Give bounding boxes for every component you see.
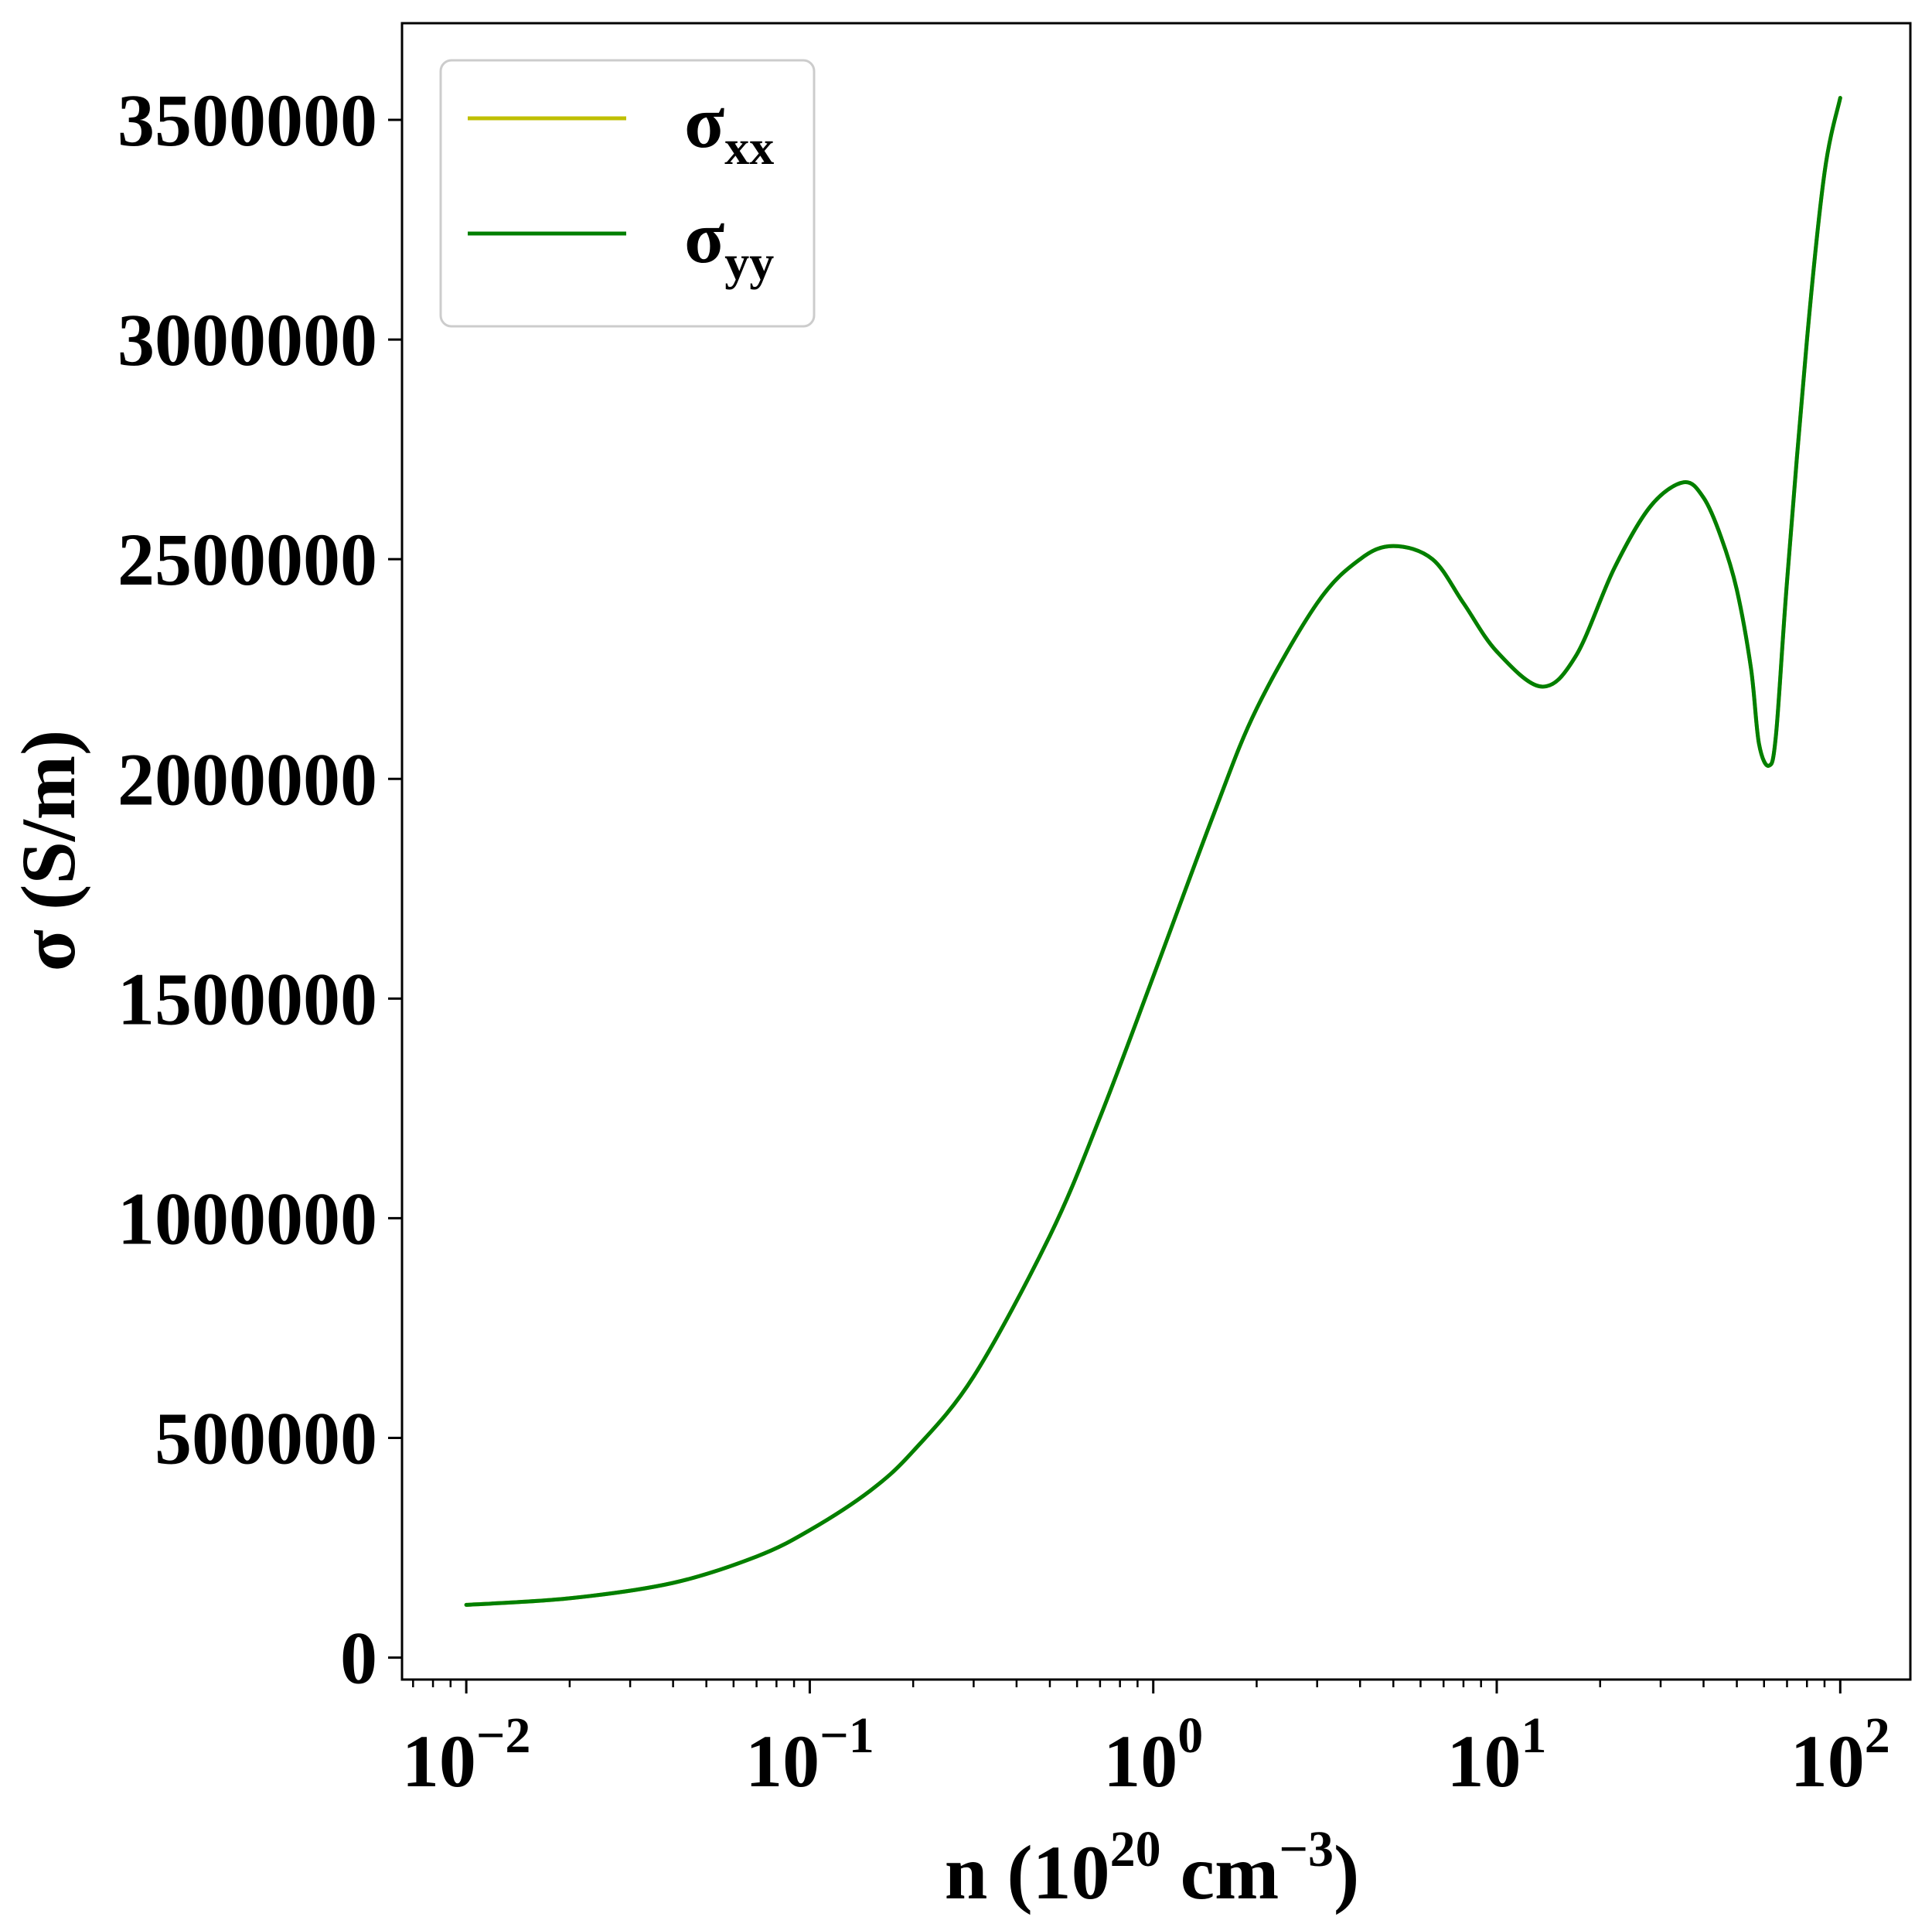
y-tick-label: 3000000 <box>118 298 377 381</box>
y-tick-label: 2000000 <box>118 738 377 820</box>
legend-frame <box>439 59 816 328</box>
x-tick-label: 10−2 <box>402 1707 531 1803</box>
x-axis-ticks: 10−2 10−1 100 101 102 <box>402 1680 1890 1803</box>
y-tick-label: 1000000 <box>118 1177 377 1260</box>
y-tick-label: 0 <box>340 1617 377 1700</box>
x-tick-label: 102 <box>1791 1707 1890 1803</box>
y-tick-label: 1500000 <box>118 957 377 1040</box>
x-tick-label: 100 <box>1103 1707 1203 1803</box>
series-layer <box>464 96 1842 1607</box>
y-tick-label: 3500000 <box>118 79 377 162</box>
y-tick-label: 2500000 <box>118 518 377 601</box>
legend-label-sigma-xx: σxx <box>684 80 774 175</box>
x-tick-label: 10−1 <box>745 1707 874 1803</box>
x-tick-label: 101 <box>1447 1707 1547 1803</box>
y-tick-label: 500000 <box>155 1397 377 1480</box>
y-axis-label: σ (S/m) <box>5 730 91 972</box>
legend: σxx σyy <box>439 59 816 328</box>
legend-label-sigma-yy: σyy <box>684 196 774 290</box>
plot-frame <box>400 22 1912 1681</box>
x-axis-label: n (1020 cm−3) <box>945 1821 1360 1915</box>
series-line-sigma-yy <box>464 96 1842 1607</box>
y-axis-ticks: 0 500000 1000000 1500000 2000000 2500000 30000… <box>118 79 402 1700</box>
